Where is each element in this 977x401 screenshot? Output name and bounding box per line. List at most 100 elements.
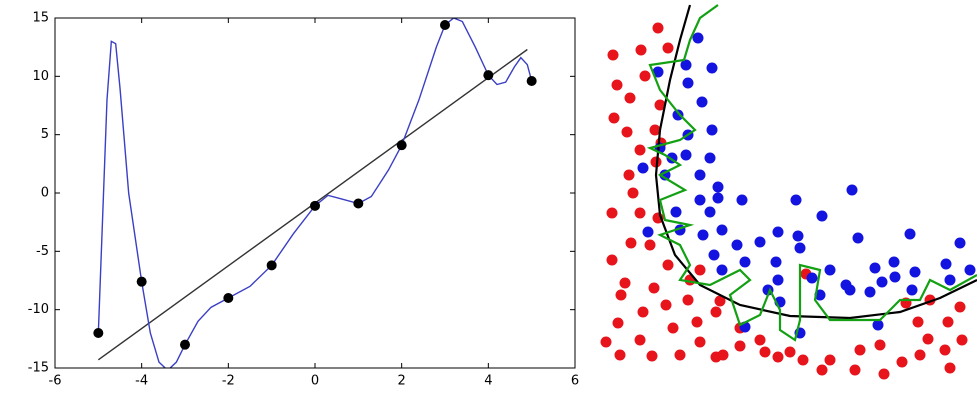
point: [816, 364, 828, 376]
point: [396, 140, 407, 151]
point: [824, 264, 836, 276]
point: [696, 96, 708, 108]
x-tick-label: -4: [135, 374, 148, 389]
point: [942, 316, 954, 328]
point: [736, 194, 748, 206]
point: [649, 124, 661, 136]
point: [888, 256, 900, 268]
x-tick-label: 0: [311, 374, 319, 389]
point: [697, 229, 709, 241]
x-tick-label: -6: [49, 374, 62, 389]
point: [694, 194, 706, 206]
point: [739, 256, 751, 268]
y-tick-label: 15: [32, 11, 49, 26]
point: [691, 316, 703, 328]
point: [674, 349, 686, 361]
point: [670, 206, 682, 218]
point: [650, 156, 662, 168]
point: [634, 144, 646, 156]
point: [790, 194, 802, 206]
point: [310, 200, 320, 211]
point: [797, 354, 809, 366]
point: [606, 207, 618, 219]
point: [852, 232, 864, 244]
point: [621, 126, 633, 138]
point: [648, 282, 660, 294]
point: [954, 237, 966, 249]
point: [909, 266, 921, 278]
point: [652, 66, 664, 78]
point: [526, 76, 537, 86]
point: [660, 299, 672, 311]
point: [634, 334, 646, 346]
point: [639, 70, 651, 82]
y-tick-label: -15: [28, 361, 49, 376]
point: [844, 284, 856, 296]
point: [846, 184, 858, 196]
point: [600, 336, 612, 348]
point: [712, 181, 724, 193]
point: [694, 336, 706, 348]
point: [440, 20, 450, 30]
point: [483, 70, 494, 81]
point: [680, 59, 692, 71]
y-tick-label: 5: [41, 127, 49, 142]
point: [136, 276, 147, 287]
point: [652, 22, 664, 34]
point: [872, 319, 884, 331]
point: [266, 260, 277, 271]
point: [623, 169, 635, 181]
point: [731, 239, 743, 251]
point: [889, 271, 901, 283]
point: [635, 44, 647, 56]
point: [662, 259, 674, 271]
y-tick-label: 10: [32, 69, 49, 84]
x-tick-label: 6: [571, 374, 579, 389]
point: [939, 344, 951, 356]
point: [353, 198, 364, 209]
point: [922, 333, 934, 345]
point: [223, 293, 234, 303]
point: [956, 334, 968, 346]
curve: [97, 18, 533, 368]
point: [816, 210, 828, 222]
point: [772, 274, 784, 286]
point: [794, 242, 806, 254]
point: [637, 306, 649, 318]
point: [772, 226, 784, 238]
point: [714, 295, 726, 307]
point: [706, 62, 718, 74]
curve: [646, 4, 977, 342]
point: [772, 351, 784, 363]
point: [642, 226, 654, 238]
point: [682, 294, 694, 306]
point: [784, 346, 796, 358]
point: [869, 262, 881, 274]
point: [624, 92, 636, 104]
point: [612, 317, 624, 329]
point: [964, 264, 976, 276]
point: [874, 339, 886, 351]
x-tick-label: 2: [398, 374, 406, 389]
point: [878, 368, 890, 380]
point: [667, 322, 679, 334]
point: [93, 328, 104, 338]
point: [682, 77, 694, 89]
x-tick-label: 4: [484, 374, 492, 389]
point: [849, 364, 861, 376]
point: [824, 354, 836, 366]
point: [754, 236, 766, 248]
point: [704, 206, 716, 218]
point: [644, 239, 656, 251]
plot-area: [600, 4, 977, 380]
point: [180, 339, 190, 350]
point: [627, 187, 639, 199]
point: [680, 149, 692, 161]
point: [712, 192, 724, 204]
point: [770, 256, 782, 268]
point: [854, 344, 866, 356]
point: [904, 228, 916, 240]
point: [914, 349, 926, 361]
point: [662, 42, 674, 54]
